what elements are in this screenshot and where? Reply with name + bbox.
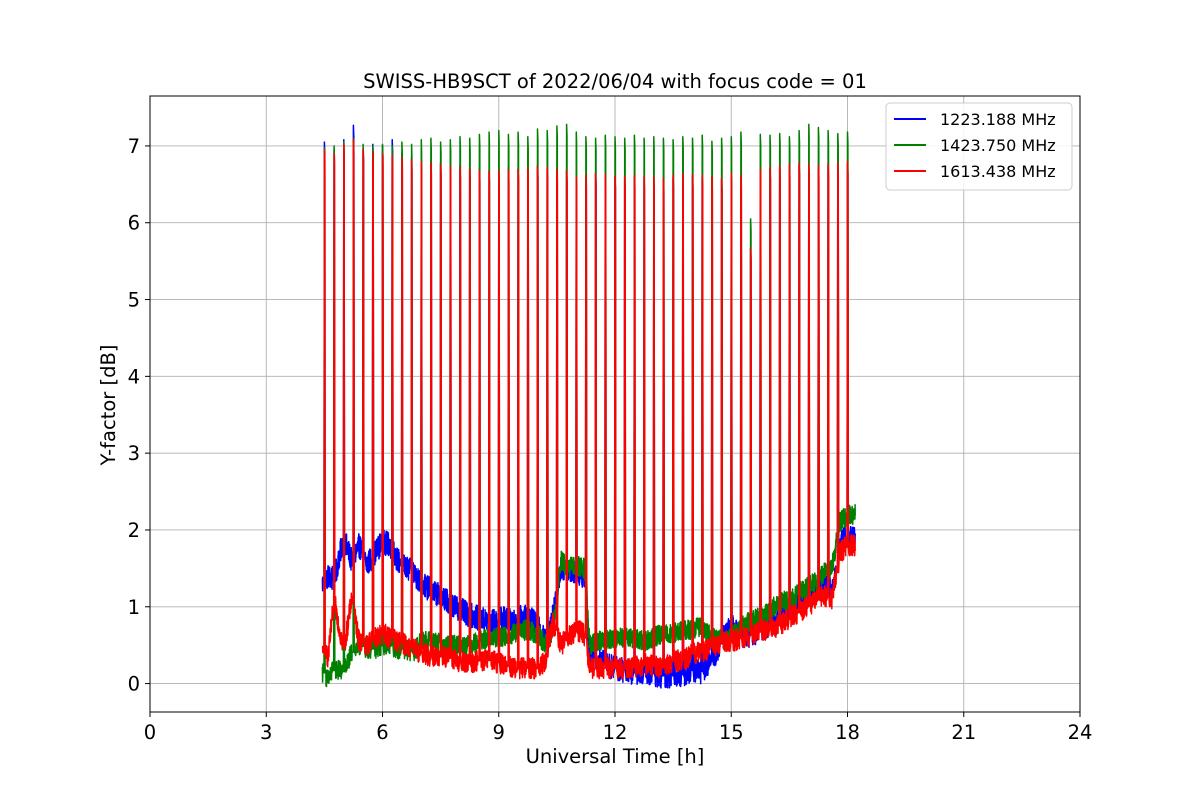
x-tick-label: 3 [260,721,272,744]
chart-title: SWISS-HB9SCT of 2022/06/04 with focus co… [363,70,867,93]
legend-label-0: 1223.188 MHz [940,110,1056,129]
x-tick-label: 0 [144,721,156,744]
y-tick-label: 2 [128,519,140,542]
y-axis: 0 1 2 3 4 5 6 7 [128,135,150,696]
y-tick-label: 4 [128,365,140,388]
x-axis-label: Universal Time [h] [526,745,705,768]
series-layer [321,123,856,689]
y-tick-label: 0 [128,673,140,696]
y-tick-label: 5 [128,289,140,312]
x-tick-label: 9 [493,721,505,744]
x-tick-label: 15 [719,721,744,744]
x-tick-label: 6 [376,721,388,744]
x-tick-label: 24 [1068,721,1093,744]
series-line-2 [321,139,856,680]
y-tick-label: 1 [128,596,140,619]
legend-label-2: 1613.438 MHz [940,162,1056,181]
x-tick-label: 18 [835,721,860,744]
y-tick-label: 7 [128,135,140,158]
x-tick-label: 12 [603,721,628,744]
legend-box [885,102,1073,191]
x-axis: 0 3 6 9 12 15 18 21 24 [144,712,1093,744]
legend-label-1: 1423.750 MHz [940,136,1056,155]
legend: 1223.188 MHz 1423.750 MHz 1613.438 MHz [885,102,1073,191]
y-tick-label: 3 [128,442,140,465]
x-tick-label: 21 [951,721,976,744]
y-tick-label: 6 [128,212,140,235]
y-axis-label: Y-factor [dB] [97,345,120,467]
